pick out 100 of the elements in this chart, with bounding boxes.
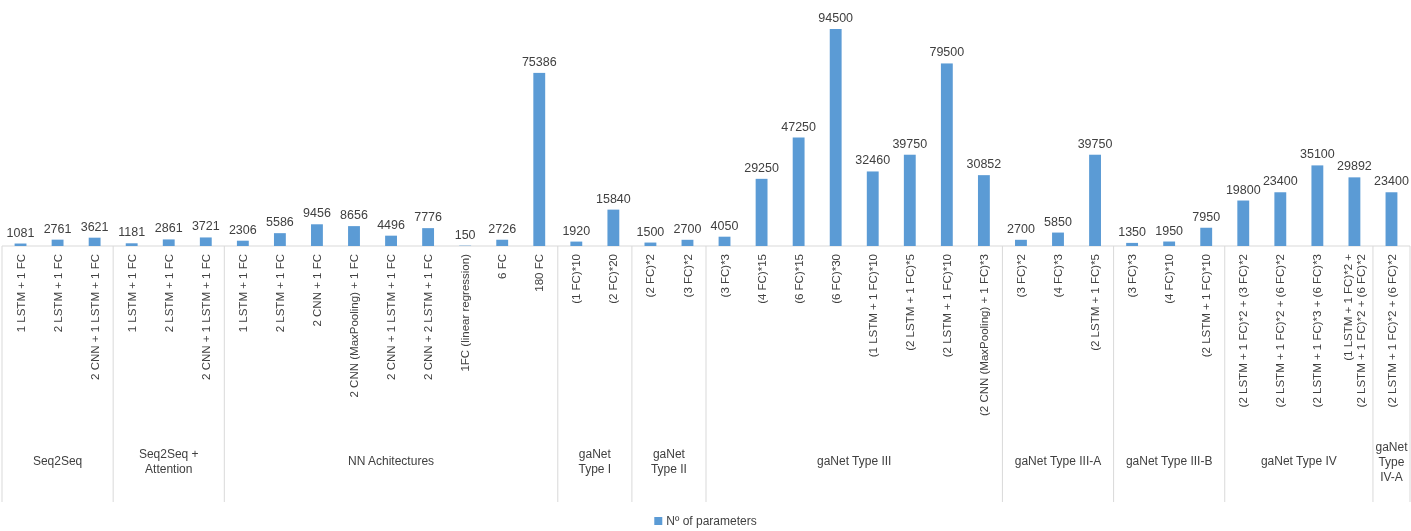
data-label: 3621 — [80, 219, 109, 234]
data-label: 2761 — [43, 221, 72, 236]
x-axis-title: gaNet Type I — [578, 447, 612, 476]
bar — [1274, 192, 1287, 246]
bar — [940, 63, 953, 246]
x-tick-label: 1 LSTM + 1 FC — [236, 254, 249, 333]
data-label: 2306 — [228, 222, 257, 237]
data-label: 1950 — [1155, 223, 1184, 238]
data-label: 9456 — [303, 206, 331, 221]
x-tick-label: 1 LSTM + 1 FC — [125, 254, 138, 333]
legend-label: Nº of parameters — [666, 514, 757, 528]
x-tick-label: (1 LSTM + 1 FC)*2 + (2 LSTM + 1 FC)*2 + (6 FC)*2 — [1342, 253, 1367, 408]
x-tick-label: (4 FC)*3 — [1052, 254, 1065, 298]
bar — [1348, 177, 1361, 246]
x-axis-title: gaNet Type III-B — [1125, 454, 1213, 468]
x-axis-title: gaNet Type III-A — [1014, 454, 1102, 468]
data-label: 5586 — [265, 215, 294, 230]
x-tick-label: 2 LSTM + 1 FC — [162, 254, 175, 333]
data-label: 30852 — [966, 157, 1002, 172]
x-tick-label: (2 LSTM + 1 FC)*2 + (3 FC)*2 — [1237, 254, 1250, 408]
data-label: 29250 — [744, 160, 779, 175]
x-axis-title: gaNet Type IV-A — [1375, 440, 1409, 484]
data-label: 5850 — [1044, 214, 1072, 229]
data-label: 4496 — [377, 217, 405, 232]
bar — [792, 137, 805, 246]
x-axis-title: gaNet Type III — [816, 454, 892, 468]
x-tick-label: (3 FC)*2 — [681, 254, 694, 298]
bar — [903, 154, 916, 246]
x-tick-label: (2 LSTM + 1 FC)*10 — [1200, 254, 1213, 358]
x-tick-label: (2 LSTM + 1 FC)*5 — [903, 254, 916, 351]
data-label: 2700 — [1007, 221, 1035, 236]
x-tick-label: (2 FC)*20 — [607, 254, 620, 304]
x-tick-label: 2 LSTM + 1 FC — [273, 254, 286, 333]
x-tick-label: 1 LSTM + 1 FC — [14, 254, 27, 333]
x-tick-label: (2 LSTM + 1 FC)*10 — [940, 254, 953, 358]
bar — [496, 239, 509, 246]
bar — [236, 240, 249, 246]
x-tick-label: 6 FC — [496, 254, 509, 279]
x-tick-label: (2 LSTM + 1 FC)*5 — [1089, 254, 1102, 351]
data-label: 39750 — [1077, 136, 1113, 151]
bar — [755, 178, 768, 246]
x-tick-label: 2 CNN (MaxPooling) + 1 FC — [348, 254, 361, 398]
data-label: 2861 — [154, 221, 183, 236]
data-label: 35100 — [1299, 147, 1335, 162]
x-tick-label: (3 FC)*2 — [1014, 254, 1027, 298]
x-tick-label: (4 FC)*10 — [1163, 254, 1176, 304]
x-tick-label: 180 FC — [533, 254, 546, 292]
data-label: 1920 — [562, 223, 591, 238]
bar — [422, 228, 435, 246]
x-tick-label: 2 CNN + 1 LSTM + 1 FC — [385, 254, 398, 380]
data-label: 79500 — [929, 45, 965, 60]
data-label: 7776 — [414, 210, 443, 225]
x-tick-label: (2 FC)*2 — [644, 254, 657, 298]
x-tick-label: (2 LSTM + 1 FC)*2 + (6 FC)*2 — [1274, 254, 1287, 408]
data-label: 47250 — [781, 119, 817, 134]
data-label: 1350 — [1118, 224, 1147, 239]
x-tick-label: 2 CNN + 1 FC — [310, 254, 323, 327]
data-label: 19800 — [1225, 182, 1261, 197]
bar — [977, 175, 990, 246]
bar — [311, 224, 323, 246]
x-tick-label: (1 FC)*10 — [570, 254, 583, 304]
data-label: 94500 — [818, 11, 854, 25]
x-tick-label: (2 LSTM + 1 FC)*3 + (6 FC)*3 — [1311, 254, 1324, 408]
data-label: 2726 — [488, 221, 517, 236]
data-label: 1500 — [636, 224, 665, 239]
data-label: 4050 — [710, 218, 739, 233]
bar — [1237, 200, 1250, 246]
x-tick-label: 2 CNN + 1 LSTM + 1 FC — [199, 254, 212, 380]
bar — [866, 171, 879, 246]
data-label: 8656 — [340, 208, 368, 223]
bar — [273, 233, 286, 246]
bar — [348, 226, 360, 246]
data-label: 150 — [454, 227, 476, 242]
data-label: 2700 — [673, 221, 702, 236]
bar — [385, 235, 397, 246]
data-label: 1181 — [118, 225, 146, 240]
data-label: 29892 — [1337, 159, 1372, 174]
data-label: 7950 — [1192, 209, 1221, 224]
x-tick-label: (4 FC)*15 — [755, 254, 768, 304]
x-axis-title: gaNet Type II — [650, 447, 687, 476]
x-axis-title: Seq2Seq + Attention — [138, 447, 199, 476]
bar — [533, 72, 546, 246]
x-axis-title: gaNet Type IV — [1260, 454, 1337, 468]
x-tick-label: (6 FC)*30 — [829, 254, 842, 304]
data-label: 15840 — [595, 191, 631, 206]
x-tick-label: (1 LSTM + 1 FC)*10 — [866, 254, 879, 358]
x-axis-title: Seq2Seq — [32, 454, 83, 468]
data-label: 1081 — [6, 225, 35, 240]
x-tick-label: (6 FC)*15 — [792, 254, 805, 304]
x-tick-label: (3 FC)*3 — [718, 254, 731, 298]
data-label: 23400 — [1262, 174, 1298, 189]
bar — [718, 236, 731, 246]
data-label: 39750 — [892, 136, 928, 151]
data-label: 32460 — [855, 153, 891, 168]
bar — [1311, 165, 1324, 246]
x-tick-label: (3 FC)*3 — [1126, 254, 1139, 298]
x-tick-label: 2 CNN + 1 LSTM + 1 FC — [88, 254, 101, 380]
x-tick-label: 1FC (linear regression) — [459, 253, 472, 372]
x-tick-label: (2 LSTM + 1 FC)*2 + (6 FC)*2 — [1385, 254, 1398, 408]
x-tick-label: (2 CNN (MaxPooling) + 1 FC)*3 — [977, 254, 990, 417]
